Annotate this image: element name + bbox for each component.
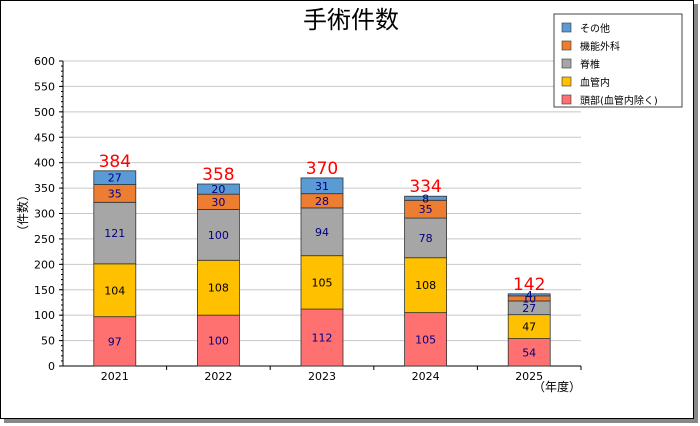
legend-swatch <box>561 76 572 87</box>
data-label: 100 <box>208 229 229 242</box>
bar-segment <box>196 209 240 261</box>
y-axis-label: （件数） <box>15 189 30 237</box>
total-label: 384 <box>99 152 131 172</box>
y-tick-label: 250 <box>34 233 55 246</box>
bar-segment <box>300 207 344 257</box>
data-label: 30 <box>211 196 225 209</box>
legend-swatch <box>561 58 572 69</box>
bar-segment <box>300 255 344 310</box>
x-tick-label: 2022 <box>204 370 232 383</box>
data-label: 108 <box>415 279 436 292</box>
legend-entry: 血管内 <box>580 76 610 89</box>
y-tick-label: 500 <box>34 106 55 119</box>
data-label: 35 <box>419 203 433 216</box>
legend-box <box>553 13 683 108</box>
data-label: 28 <box>315 195 329 208</box>
legend-entry: その他 <box>580 22 610 35</box>
data-label: 100 <box>208 335 229 348</box>
data-label: 97 <box>108 335 122 348</box>
data-label: 94 <box>315 226 329 239</box>
y-tick-label: 350 <box>34 182 55 195</box>
data-label: 121 <box>104 227 125 240</box>
data-label: 31 <box>315 180 329 193</box>
legend-entry: 脊椎 <box>580 58 600 71</box>
bar-segment <box>196 183 240 195</box>
legend-swatch <box>561 22 572 33</box>
y-tick-label: 300 <box>34 208 55 221</box>
bar-segment <box>404 195 448 201</box>
bar-segment <box>300 177 344 195</box>
data-label: 112 <box>312 332 333 345</box>
x-axis-label: （年度） <box>533 379 581 394</box>
data-label: 105 <box>312 276 333 289</box>
chart-title: 手術件数 <box>303 6 399 34</box>
x-tick-label: 2024 <box>412 370 440 383</box>
bar-segment <box>404 312 448 367</box>
legend-swatch <box>561 40 572 51</box>
data-label: 35 <box>108 187 122 200</box>
x-tick-label: 2021 <box>101 370 129 383</box>
y-tick-label: 100 <box>34 309 55 322</box>
bar-segment <box>404 257 448 314</box>
legend-swatch <box>561 94 572 105</box>
data-label: 8 <box>422 192 429 205</box>
legend-entry: 頭部(血管内除く) <box>580 94 658 107</box>
bar-segment <box>507 293 551 297</box>
y-tick-label: 450 <box>34 131 55 144</box>
data-label: 20 <box>211 183 225 196</box>
data-label: 105 <box>415 333 436 346</box>
bar-segment <box>196 259 240 316</box>
bar-segment <box>300 308 344 367</box>
bar-segment <box>93 201 137 265</box>
y-tick-label: 50 <box>41 335 55 348</box>
y-tick-label: 550 <box>34 80 55 93</box>
y-tick-label: 400 <box>34 157 55 170</box>
bar-segment <box>93 316 137 367</box>
y-tick-label: 600 <box>34 55 55 68</box>
total-label: 370 <box>306 159 338 179</box>
chart-frame: 手術件数 （件数） （年度） 0 50 100 150 200 250 300 350 400 4… <box>0 0 694 419</box>
legend-entry: 機能外科 <box>580 40 620 53</box>
data-label: 78 <box>419 232 433 245</box>
y-tick-label: 0 <box>48 360 55 373</box>
data-label: 27 <box>522 302 536 315</box>
y-tick-label: 200 <box>34 258 55 271</box>
data-label: 108 <box>208 282 229 295</box>
total-label: 334 <box>409 177 441 197</box>
bar-segment <box>404 217 448 259</box>
total-label: 142 <box>513 275 545 295</box>
bar-segment <box>93 170 137 185</box>
bars: 9710412135273841001081003020358112105942… <box>93 152 551 367</box>
y-tick-label: 150 <box>34 284 55 297</box>
data-label: 54 <box>522 346 536 359</box>
data-label: 27 <box>108 172 122 185</box>
data-label: 4 <box>526 289 533 302</box>
data-label: 104 <box>104 284 125 297</box>
total-label: 358 <box>202 165 234 185</box>
data-label: 47 <box>522 321 536 334</box>
x-tick-label: 2023 <box>308 370 336 383</box>
x-tick-label: 2025 <box>515 370 543 383</box>
